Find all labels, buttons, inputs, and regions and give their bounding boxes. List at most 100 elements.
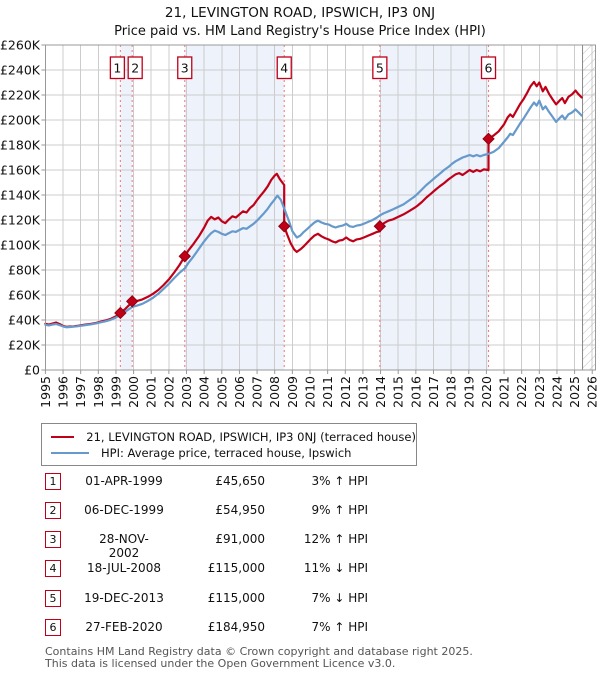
transaction-date: 18-JUL-2008 <box>87 561 161 575</box>
x-axis-tick-label: 2014 <box>373 376 388 408</box>
x-axis-tick-label: 2012 <box>338 376 353 408</box>
x-axis-tick-label: 1998 <box>91 376 106 408</box>
y-axis-tick-label: £120K <box>0 213 41 228</box>
transaction-hpi-diff: 9% ↑ HPI <box>311 503 368 517</box>
legend-row-property: 21, LEVINGTON ROAD, IPSWICH, IP3 0NJ (te… <box>51 429 416 445</box>
x-axis-tick-label: 2007 <box>250 376 265 408</box>
y-axis-tick-label: £260K <box>0 38 41 53</box>
transaction-price: £115,000 <box>207 561 265 575</box>
y-axis-tick-label: £200K <box>0 113 41 128</box>
chart-legend: 21, LEVINGTON ROAD, IPSWICH, IP3 0NJ (te… <box>41 423 417 466</box>
marker-number-label: 1 <box>113 61 121 76</box>
license-footer: Contains HM Land Registry data © Crown c… <box>45 646 473 669</box>
hpi-series-swatch <box>51 452 89 454</box>
x-axis-tick-label: 2000 <box>126 376 141 408</box>
transaction-marker <box>125 295 139 308</box>
ownership-band <box>120 45 133 370</box>
x-axis-tick-label: 2023 <box>532 376 547 408</box>
x-axis-tick-label: 2008 <box>267 376 282 408</box>
marker-number-label: 5 <box>376 61 384 76</box>
y-axis-tick-label: £40K <box>8 313 41 328</box>
x-axis-tick-label: 1999 <box>108 376 123 408</box>
transaction-row: 1 01-APR-1999 £45,650 3% ↑ HPI <box>0 473 600 490</box>
marker-number-label: 4 <box>280 61 288 76</box>
x-axis-tick-label: 2020 <box>479 376 494 408</box>
footer-line-1: Contains HM Land Registry data © Crown c… <box>45 645 473 658</box>
transaction-number-badge: 5 <box>45 590 61 607</box>
x-axis-tick-label: 2025 <box>567 376 582 408</box>
x-axis-tick-label: 2026 <box>585 376 600 408</box>
marker-number-box <box>480 56 497 80</box>
transaction-date: 01-APR-1999 <box>85 474 163 488</box>
transaction-price: £184,950 <box>207 620 265 634</box>
transaction-marker <box>278 220 291 233</box>
x-axis-tick-label: 2024 <box>549 376 564 408</box>
page-title: 21, LEVINGTON ROAD, IPSWICH, IP3 0NJ <box>164 5 436 21</box>
marker-number-label: 6 <box>485 61 493 76</box>
transaction-hpi-diff: 7% ↓ HPI <box>311 591 368 605</box>
footer-line-2: This data is licensed under the Open Gov… <box>45 656 396 670</box>
transaction-hpi-diff: 11% ↓ HPI <box>303 561 368 575</box>
page-subtitle: Price paid vs. HM Land Registry's House … <box>114 24 486 39</box>
transaction-marker <box>178 250 191 263</box>
transaction-hpi-diff: 7% ↑ HPI <box>311 620 368 634</box>
y-axis-tick-label: £80K <box>8 263 41 278</box>
x-axis-tick-label: 2006 <box>232 376 247 408</box>
marker-number-box <box>109 56 126 80</box>
transaction-number-badge: 4 <box>45 560 61 577</box>
transaction-row: 3 28-NOV-2002 £91,000 12% ↑ HPI <box>0 531 600 560</box>
marker-number-label: 2 <box>131 61 139 76</box>
transaction-number-badge: 1 <box>45 473 61 490</box>
marker-number-box <box>276 56 292 80</box>
y-axis-tick-label: £100K <box>0 238 41 253</box>
marker-number-box <box>372 56 388 80</box>
transaction-marker <box>482 132 495 146</box>
hpi-line <box>44 99 583 329</box>
transaction-marker <box>114 306 127 320</box>
y-axis-tick-label: £160K <box>0 163 41 178</box>
x-axis-tick-label: 2021 <box>497 376 512 408</box>
legend-property-label: 21, LEVINGTON ROAD, IPSWICH, IP3 0NJ (te… <box>86 430 416 444</box>
y-axis-tick-label: £20K <box>8 338 41 353</box>
x-axis-tick-label: 2003 <box>179 376 194 408</box>
transaction-hpi-diff: 12% ↑ HPI <box>303 532 368 546</box>
transaction-price: £91,000 <box>215 532 265 546</box>
y-axis-tick-label: £180K <box>0 138 41 153</box>
transaction-row: 2 06-DEC-1999 £54,950 9% ↑ HPI <box>0 502 600 519</box>
marker-number-label: 3 <box>181 61 189 76</box>
x-axis-tick-label: 2005 <box>214 376 229 408</box>
transaction-price: £45,650 <box>215 474 265 488</box>
transaction-row: 4 18-JUL-2008 £115,000 11% ↓ HPI <box>0 560 600 577</box>
transaction-row: 5 19-DEC-2013 £115,000 7% ↓ HPI <box>0 590 600 607</box>
x-axis-tick-label: 1997 <box>73 376 88 408</box>
x-axis-tick-label: 2018 <box>444 376 459 408</box>
transaction-number-badge: 3 <box>45 531 61 548</box>
transaction-number-badge: 6 <box>45 619 61 636</box>
transaction-price: £54,950 <box>215 503 265 517</box>
y-axis-tick-label: £140K <box>0 188 41 203</box>
x-axis-tick-label: 2015 <box>391 376 406 408</box>
marker-number-box <box>177 56 193 80</box>
plot-frame <box>44 44 596 371</box>
transaction-row: 6 27-FEB-2020 £184,950 7% ↑ HPI <box>0 619 600 636</box>
x-axis-tick-label: 2004 <box>197 376 212 408</box>
marker-number-box <box>127 56 143 80</box>
x-axis-tick-label: 2010 <box>303 376 318 408</box>
x-axis-tick-label: 1996 <box>56 376 71 408</box>
transaction-hpi-diff: 3% ↑ HPI <box>311 474 368 488</box>
property-price-line <box>44 80 583 328</box>
y-axis-tick-label: £60K <box>8 288 41 303</box>
x-axis-tick-label: 2009 <box>285 376 300 408</box>
transaction-number-badge: 2 <box>45 502 61 519</box>
y-axis-tick-label: £240K <box>0 63 41 78</box>
transaction-date: 27-FEB-2020 <box>85 620 163 634</box>
legend-hpi-label: HPI: Average price, terraced house, Ipsw… <box>101 446 352 460</box>
y-axis-tick-label: £0 <box>24 363 40 378</box>
x-axis-tick-label: 2022 <box>514 376 529 408</box>
transaction-price: £115,000 <box>207 591 265 605</box>
transaction-marker <box>373 220 387 233</box>
property-series-swatch <box>51 436 75 438</box>
legend-row-hpi: HPI: Average price, terraced house, Ipsw… <box>51 445 416 461</box>
